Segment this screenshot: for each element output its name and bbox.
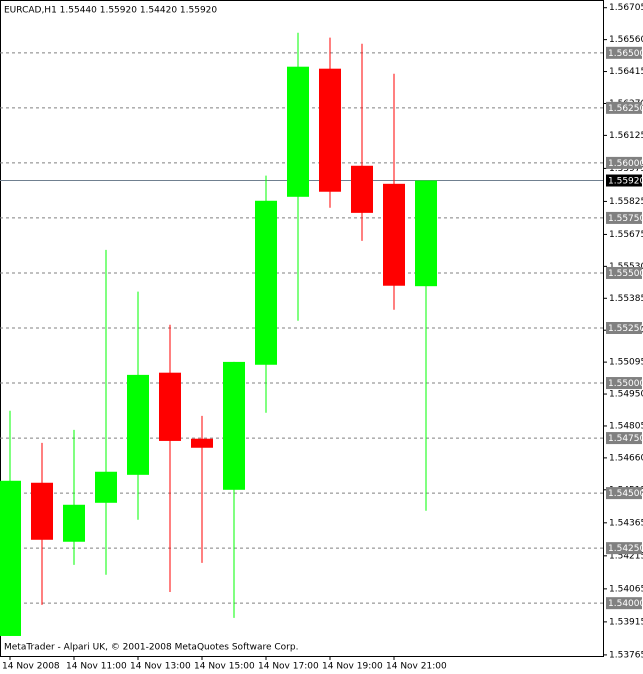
- level-label-box: [606, 156, 642, 169]
- x-tick-label: 14 Nov 17:00: [258, 662, 319, 672]
- candle-body: [127, 374, 149, 475]
- y-tick-label: 1.55385: [609, 294, 643, 304]
- y-tick-label: 1.54065: [609, 584, 643, 594]
- level-label-box: [606, 377, 642, 390]
- x-tick-label: 14 Nov 19:00: [322, 662, 383, 672]
- level-label-box: [606, 266, 642, 279]
- candle-body: [31, 482, 53, 540]
- level-label: 1.55000: [608, 379, 643, 389]
- y-tick-label: 1.56125: [609, 131, 643, 141]
- level-label: 1.56000: [608, 159, 643, 169]
- level-label: 1.54000: [608, 599, 643, 609]
- y-tick-label: 1.55530: [609, 262, 643, 272]
- level-label-box: [606, 432, 642, 445]
- candle-body: [383, 183, 405, 286]
- y-tick-label: 1.53765: [609, 650, 643, 660]
- candle-body: [415, 180, 437, 287]
- level-label: 1.55250: [608, 324, 643, 334]
- y-tick-label: 1.55095: [609, 358, 643, 368]
- y-tick-label: 1.56705: [609, 3, 643, 13]
- level-label-box: [606, 597, 642, 610]
- level-label: 1.55750: [608, 214, 643, 224]
- y-tick-label: 1.54215: [609, 551, 643, 561]
- level-label: 1.54500: [608, 489, 643, 499]
- candle-body: [0, 480, 21, 636]
- x-tick-label: 14 Nov 2008: [2, 662, 60, 672]
- candle-body: [351, 165, 373, 213]
- last-price-box: [606, 174, 642, 187]
- level-label-box: [606, 322, 642, 334]
- level-label-box: [606, 211, 642, 224]
- y-tick-label: 1.55825: [609, 197, 643, 207]
- y-tick-label: 1.55975: [609, 164, 643, 174]
- x-tick-label: 14 Nov 13:00: [130, 662, 191, 672]
- candle-body: [191, 438, 213, 448]
- y-tick-label: 1.54365: [609, 518, 643, 528]
- level-label-box: [606, 542, 642, 555]
- y-tick-label: 1.56560: [609, 35, 643, 45]
- y-tick-label: 1.55675: [609, 230, 643, 240]
- chart-title: EURCAD,H1 1.55440 1.55920 1.54420 1.5592…: [4, 6, 217, 16]
- candle-body: [95, 471, 117, 503]
- candle-body: [287, 66, 309, 197]
- candle-body: [63, 504, 85, 542]
- level-label: 1.54250: [608, 544, 643, 554]
- level-label: 1.56500: [608, 49, 643, 59]
- level-label: 1.55500: [608, 269, 643, 279]
- y-tick-label: 1.56415: [609, 67, 643, 77]
- x-tick-label: 14 Nov 15:00: [194, 662, 255, 672]
- candle-body: [255, 200, 277, 365]
- level-label-box: [606, 101, 642, 114]
- y-tick-label: 1.54805: [609, 421, 643, 431]
- candle-body: [223, 361, 245, 490]
- last-price-label: 1.55920: [608, 177, 643, 187]
- copyright-note: MetaTrader - Alpari UK, © 2001-2008 Meta…: [4, 643, 298, 653]
- candle-body: [159, 372, 181, 441]
- y-tick-label: 1.53915: [609, 617, 643, 627]
- x-tick-label: 14 Nov 21:00: [386, 662, 447, 672]
- candle-body: [319, 68, 341, 192]
- level-label: 1.56250: [608, 104, 643, 114]
- level-label-box: [606, 46, 642, 59]
- y-tick-label: 1.54660: [609, 453, 643, 463]
- level-label-box: [606, 487, 642, 500]
- level-label: 1.54750: [608, 434, 643, 444]
- x-tick-label: 14 Nov 11:00: [66, 662, 127, 672]
- y-tick-label: 1.54950: [609, 390, 643, 400]
